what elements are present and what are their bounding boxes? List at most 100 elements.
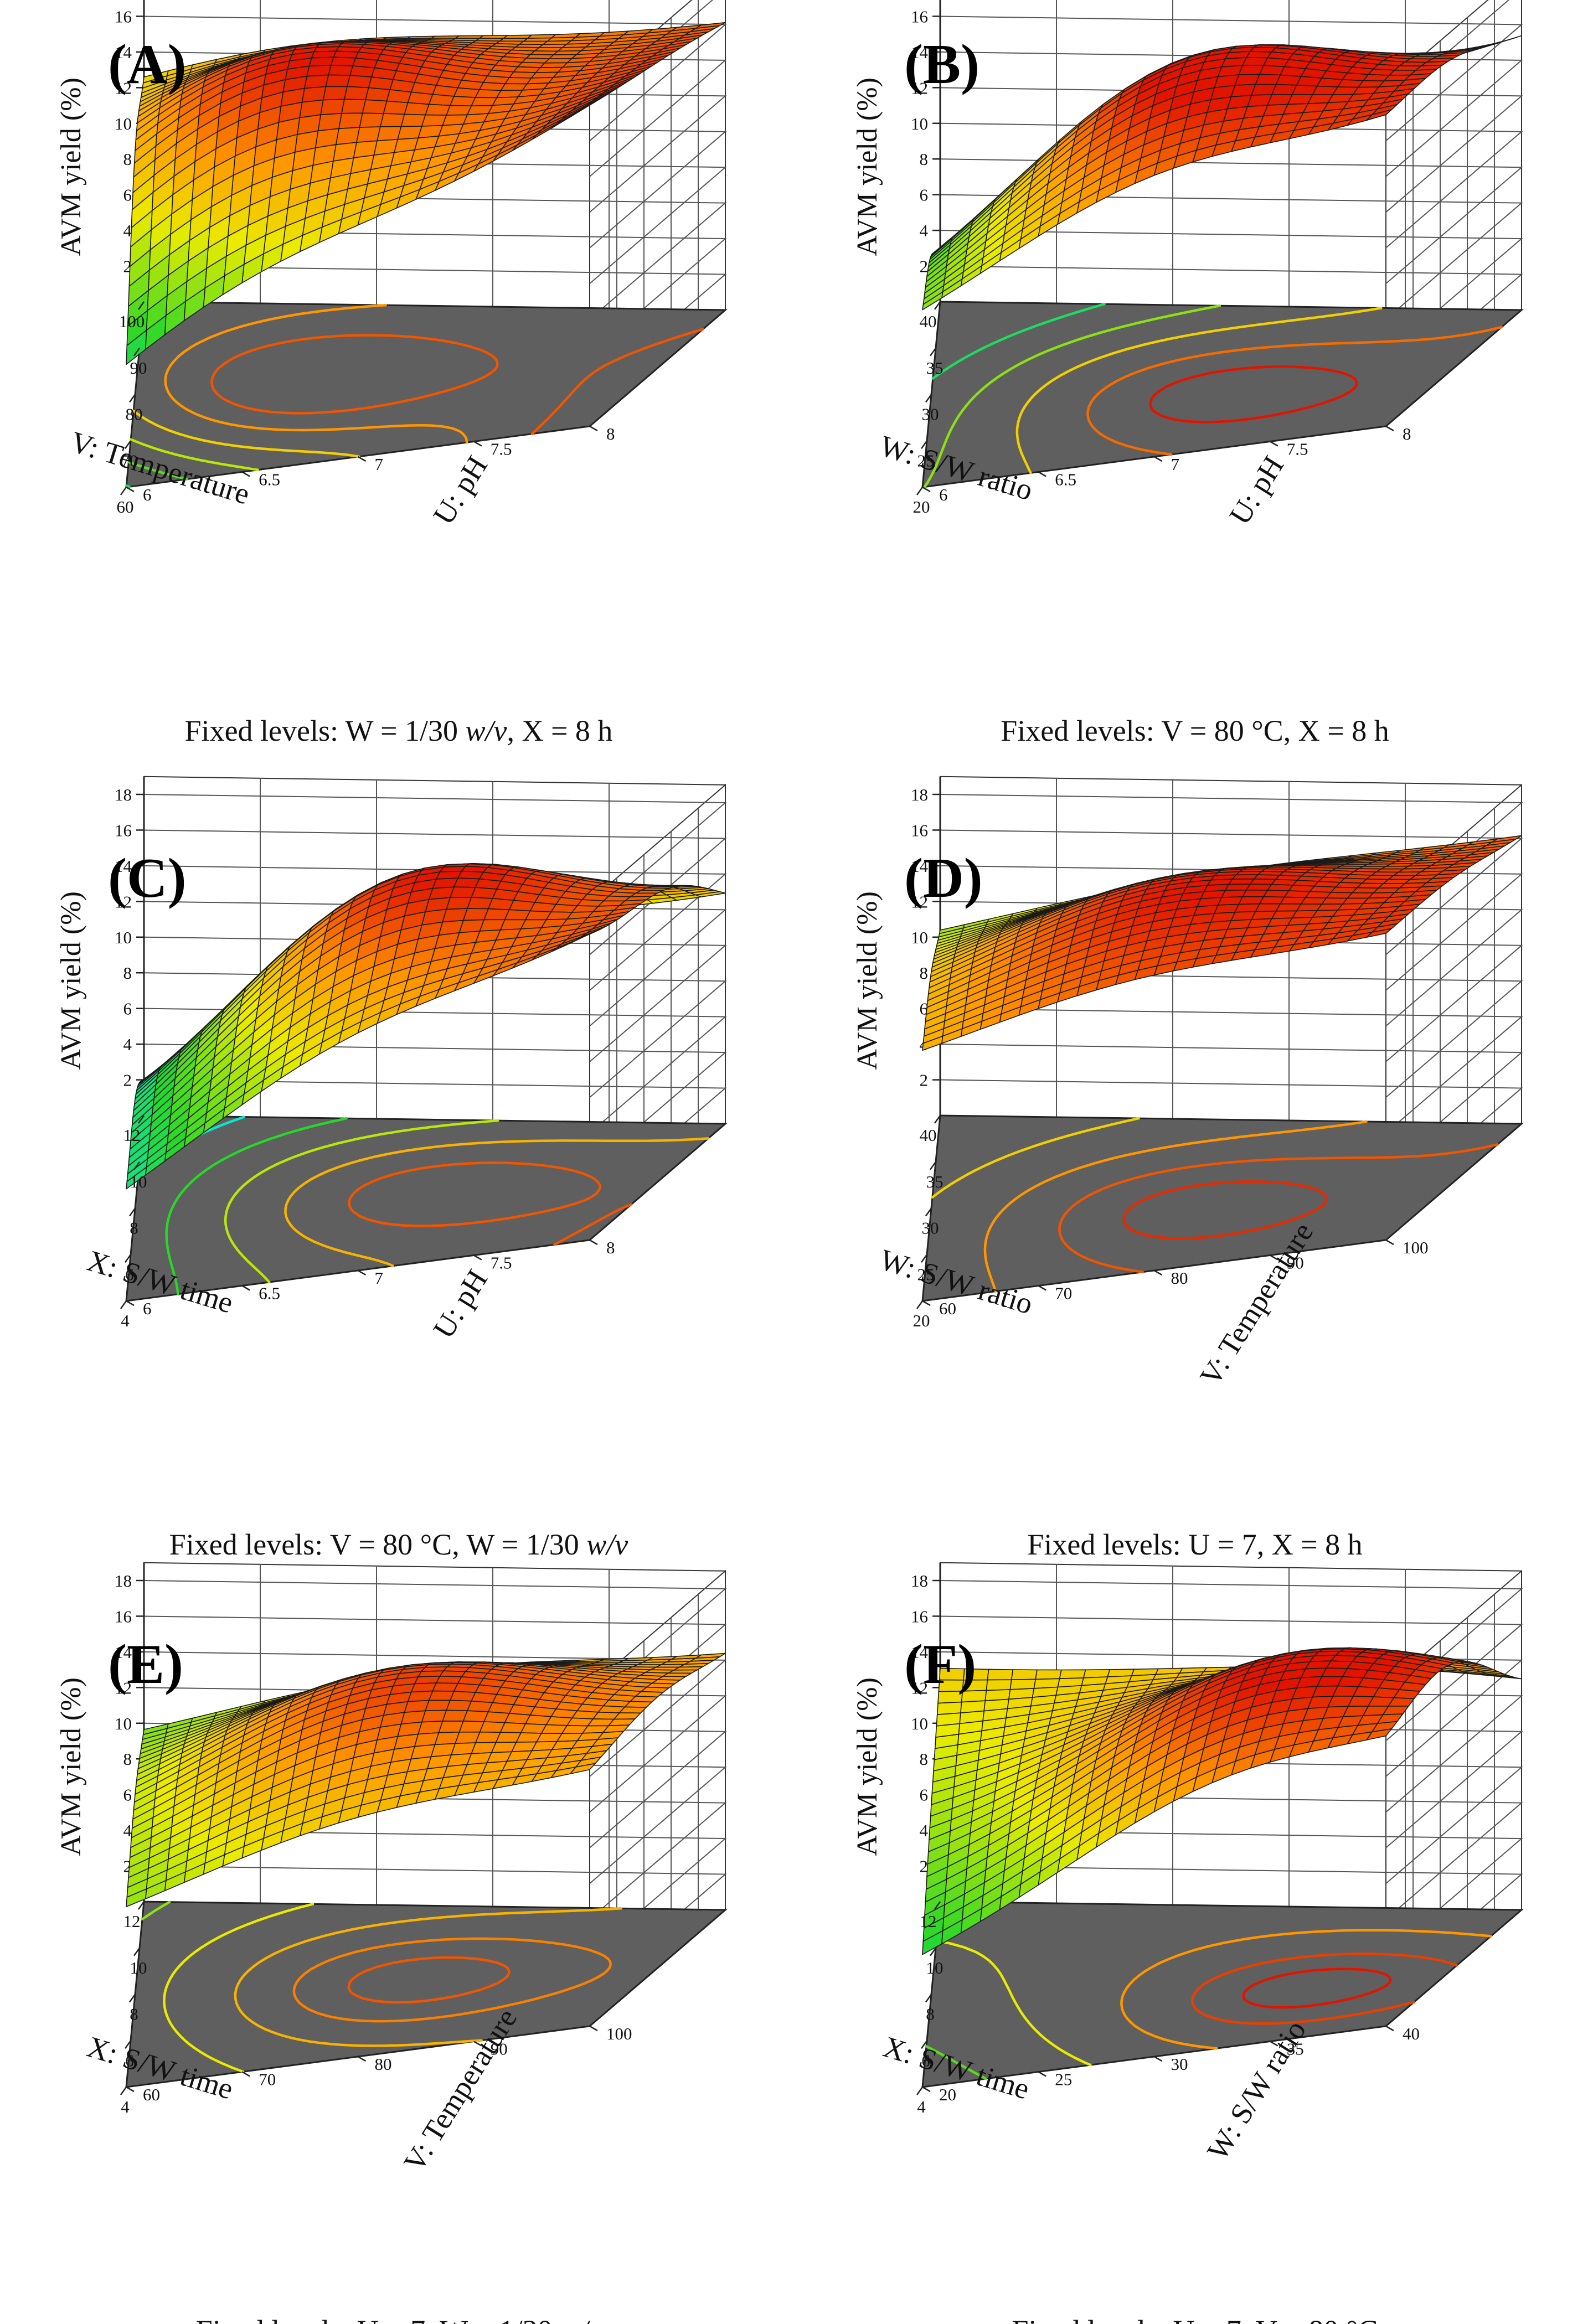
wall-gridline (143, 865, 727, 991)
z-tick-label: 2 (920, 1071, 929, 1090)
left-axis-tick (128, 394, 136, 403)
z-tick-label: 8 (920, 149, 929, 169)
surface-mesh (126, 1652, 726, 1908)
left-axis-tick-label: 4 (917, 2097, 926, 2116)
right-axis-tick (241, 1285, 250, 1291)
surface-cell (383, 100, 409, 115)
z-tick-label: 18 (115, 785, 132, 804)
contour-line (983, 1120, 1368, 1293)
contour-line (127, 461, 188, 481)
left-axis-tick (920, 440, 928, 449)
z-tick-label: 14 (911, 43, 929, 62)
z-tick-label: 6 (123, 185, 132, 205)
z-tick-label: 2 (123, 1071, 132, 1090)
z-tick-label: 8 (123, 1749, 132, 1769)
contour-floor (921, 301, 1524, 488)
z-tick-label: 8 (123, 963, 132, 983)
surface-cell (1035, 1669, 1062, 1680)
surface-cell (1366, 928, 1392, 938)
right-axis-tick (126, 2086, 135, 2093)
surface-cell (359, 112, 384, 128)
z-tick-label: 10 (911, 114, 928, 133)
z-tick-label: 10 (911, 928, 928, 947)
left-axis-tick-label: 8 (130, 2005, 138, 2024)
right-axis-tick (1153, 2056, 1163, 2062)
surface-mesh (922, 835, 1522, 1051)
z-tick-label: 4 (123, 221, 132, 240)
left-axis-tick (133, 348, 141, 357)
z-tick-label: 14 (115, 856, 132, 876)
z-tick-label: 12 (115, 78, 132, 97)
contour-line (234, 1907, 622, 2047)
surface-cell (436, 1676, 462, 1684)
contour-line (348, 1161, 633, 1246)
surface-cell (317, 113, 342, 132)
left-axis-tick-label: 40 (920, 312, 937, 331)
contour-floor (921, 1114, 1524, 1302)
right-axis-tick (589, 425, 598, 432)
z-tick-label: 16 (115, 7, 132, 26)
left-axis-tick-label: 4 (121, 1311, 130, 1330)
right-axis-tick (1270, 1254, 1278, 1261)
contour-line (141, 1900, 171, 1920)
surface-cell (432, 1682, 458, 1692)
left-axis-tick-label: 10 (130, 1958, 147, 1977)
right-axis-tick-label: 60 (939, 1299, 956, 1318)
surface-cell (386, 89, 412, 104)
right-axis-tick (126, 486, 135, 493)
left-axis-tick-label: 70 (121, 451, 138, 470)
left-axis-tick-label: 40 (920, 1125, 937, 1145)
surface-cell (1009, 1679, 1037, 1690)
right-axis-tick-label: 6.5 (1055, 470, 1076, 489)
left-axis-tick-label: 4 (121, 2097, 130, 2116)
right-axis-tick (357, 456, 367, 462)
surface-cell (344, 86, 369, 100)
left-axis-tick (916, 1300, 924, 1309)
right-axis-tick (357, 2056, 367, 2062)
surface-cell (404, 102, 430, 116)
right-axis-tick (357, 1269, 367, 1276)
wall-gridline (940, 865, 1523, 991)
left-axis-tick-label: 30 (922, 405, 939, 424)
z-tick-label: 18 (911, 1571, 928, 1590)
right-axis-tick-label: 30 (1171, 2054, 1188, 2074)
left-axis-tick (120, 487, 127, 495)
left-axis-tick-label: 8 (130, 1218, 138, 1238)
contour-line (284, 1137, 710, 1267)
surface-cell (428, 94, 455, 106)
z-tick-label: 4 (920, 1821, 929, 1840)
surface-cell (347, 75, 372, 89)
surface-cell (570, 931, 596, 944)
left-axis-tick (916, 2087, 924, 2095)
right-axis-label: U: pH (426, 450, 494, 530)
left-axis-tick (934, 1115, 941, 1124)
right-axis-tick (1153, 1269, 1163, 1276)
z-axis-label: AVM yield (%) (55, 78, 87, 256)
z-tick-label: 6 (123, 1785, 132, 1805)
surface-cell (365, 87, 391, 102)
fixed-levels-caption: Fixed levels: W = 1/30 w/v, X = 8 h (185, 714, 613, 747)
left-axis-tick-label: 10 (926, 1958, 944, 1977)
z-tick-label: 8 (920, 1749, 929, 1769)
z-tick-label: 16 (911, 820, 928, 840)
right-axis-tick-label: 40 (1403, 2024, 1420, 2043)
caption-segment: w/v (560, 2314, 601, 2324)
right-axis-tick-label: 7 (1171, 455, 1180, 474)
z-axis-label: AVM yield (%) (55, 891, 87, 1070)
contour-line (224, 1119, 499, 1284)
right-axis-tick-label: 70 (259, 2070, 276, 2089)
left-axis-tick (920, 1254, 928, 1263)
wall-gridline (940, 829, 1523, 956)
surface-cell (338, 112, 363, 130)
contour-line (165, 1117, 348, 1295)
left-axis-tick-label: 100 (119, 312, 145, 331)
right-axis-tick (1038, 2071, 1046, 2077)
right-axis-tick-label: 25 (1055, 2070, 1072, 2089)
left-axis-tick (925, 394, 932, 403)
right-axis-tick (241, 471, 250, 477)
right-axis-tick-label: 8 (606, 1238, 615, 1257)
left-axis-tick (929, 348, 937, 357)
